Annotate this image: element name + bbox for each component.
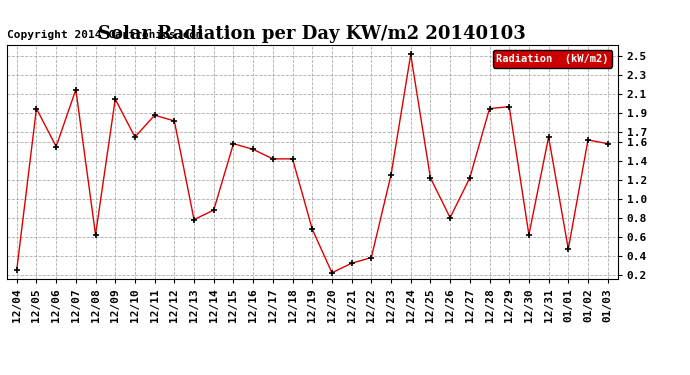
Title: Solar Radiation per Day KW/m2 20140103: Solar Radiation per Day KW/m2 20140103	[99, 26, 526, 44]
Text: Copyright 2014 Cartronics.com: Copyright 2014 Cartronics.com	[7, 30, 203, 40]
Legend: Radiation  (kW/m2): Radiation (kW/m2)	[493, 50, 612, 68]
